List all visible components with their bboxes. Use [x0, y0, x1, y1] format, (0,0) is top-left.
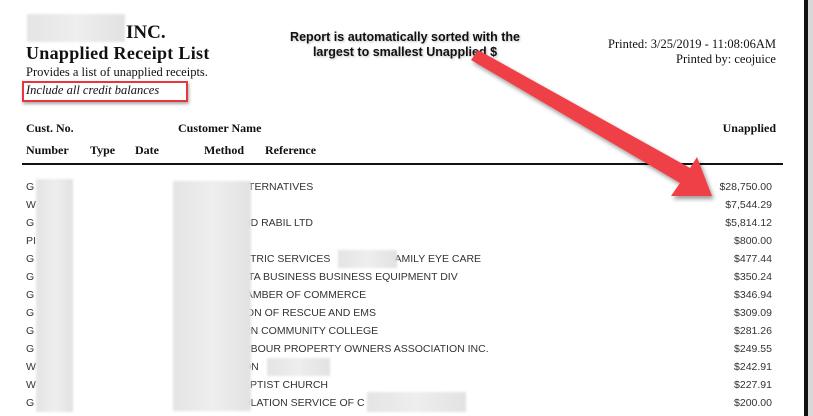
customer-name: RBOUR PROPERTY OWNERS ASSOCIATION INC.: [243, 343, 489, 355]
header-reference: Reference: [265, 143, 317, 157]
table-row: G RBOUR PROPERTY OWNERS ASSOCIATION INC. $…: [0, 343, 813, 361]
redacted-cust-no: [36, 179, 73, 412]
viewer-background: [808, 0, 813, 416]
unapplied-amount: $28,750.00: [719, 181, 772, 193]
unapplied-amount: $346.94: [734, 289, 772, 301]
table-row: G ND RABIL LTD $5,814.12: [0, 217, 813, 235]
customer-name: ULATION SERVICE OF C: [243, 397, 365, 409]
table-row: G LTA BUSINESS BUSINESS EQUIPMENT DIV $350…: [0, 271, 813, 289]
header-customer-name: Customer Name: [178, 121, 262, 135]
cust-no: G: [26, 217, 35, 229]
customer-name: LTA BUSINESS BUSINESS EQUIPMENT DIV: [243, 271, 458, 283]
unapplied-amount: $309.09: [734, 307, 772, 319]
report-subtitle: Provides a list of unapplied receipts.: [26, 65, 208, 79]
redacted-company-name: [27, 14, 125, 42]
table-row: G IAMBER OF COMMERCE $346.94: [0, 289, 813, 307]
cust-no: G: [26, 397, 35, 409]
header-date: Date: [135, 143, 159, 157]
redacted-name-fragment: [367, 392, 466, 412]
cust-no: G: [26, 253, 35, 265]
company-name: INC.: [126, 22, 166, 43]
customer-name: ND RABIL LTD: [243, 217, 314, 229]
unapplied-amount: $5,814.12: [725, 217, 772, 229]
cust-no: G: [26, 289, 35, 301]
table-row: G RN COMMUNITY COLLEGE $281.26: [0, 325, 813, 343]
arrow-icon: [471, 50, 712, 196]
customer-name: RN COMMUNITY COLLEGE: [243, 325, 379, 337]
table-row: G ION OF RESCUE AND EMS $309.09: [0, 307, 813, 325]
unapplied-amount: $7,544.29: [725, 199, 772, 211]
table-row: W)$7,544.29: [0, 199, 813, 217]
header-divider: [22, 163, 783, 165]
unapplied-amount: $200.00: [734, 397, 772, 409]
cust-no: W: [26, 361, 36, 373]
redacted-name-fragment: [338, 250, 397, 268]
customer-name: IAMBER OF COMMERCE: [243, 289, 367, 301]
header-cust-no: Cust. No.: [26, 121, 74, 135]
unapplied-amount: $242.91: [734, 361, 772, 373]
redacted-name-fragment: [267, 358, 330, 376]
highlight-box: [22, 81, 188, 102]
header-number: Number: [26, 143, 69, 157]
table-row: G ULATION SERVICE OF C $200.00: [0, 397, 813, 415]
annotation-line-1: Report is automatically sorted with the: [290, 30, 520, 44]
table-row: G LTERNATIVES $28,750.00: [0, 181, 813, 199]
table-row: G ETRIC SERVICES FAMILY EYE CARE $477.44: [0, 253, 813, 271]
customer-name: ION OF RESCUE AND EMS: [243, 307, 377, 319]
cust-no: PI: [26, 235, 36, 247]
table-row: PI $800.00: [0, 235, 813, 253]
redacted-name: [173, 181, 251, 411]
header-unapplied: Unapplied: [722, 121, 776, 135]
printed-date: Printed: 3/25/2019 - 11:08:06AM: [608, 37, 776, 51]
report-filter: Include all credit balances: [26, 83, 160, 97]
page-border: [804, 0, 808, 416]
printed-by: Printed by: ceojuice: [676, 52, 776, 66]
cust-no: W: [26, 379, 36, 391]
print-info: Printed: 3/25/2019 - 11:08:06AM Printed …: [608, 37, 776, 67]
cust-no: G: [26, 343, 35, 355]
cust-no: G: [26, 271, 35, 283]
report-title: Unapplied Receipt List: [26, 43, 210, 63]
header-method: Method: [204, 143, 244, 157]
unapplied-amount: $281.26: [734, 325, 772, 337]
unapplied-amount: $227.91: [734, 379, 772, 391]
cust-no: G: [26, 307, 35, 319]
customer-name: LTERNATIVES: [243, 181, 314, 193]
unapplied-amount: $800.00: [734, 235, 772, 247]
cust-no: G: [26, 181, 35, 193]
unapplied-amount: $350.24: [734, 271, 772, 283]
customer-name: APTIST CHURCH: [243, 379, 328, 391]
cust-no: G: [26, 325, 35, 337]
unapplied-amount: $249.55: [734, 343, 772, 355]
cust-no: W: [26, 199, 36, 211]
unapplied-amount: $477.44: [734, 253, 772, 265]
table-row: WON$242.91: [0, 361, 813, 379]
annotation-line-2: largest to smallest Unapplied $: [312, 45, 498, 59]
annotation-note: Report is automatically sorted with the …: [265, 30, 545, 60]
header-type: Type: [90, 143, 116, 157]
table-row: W APTIST CHURCH $227.91: [0, 379, 813, 397]
